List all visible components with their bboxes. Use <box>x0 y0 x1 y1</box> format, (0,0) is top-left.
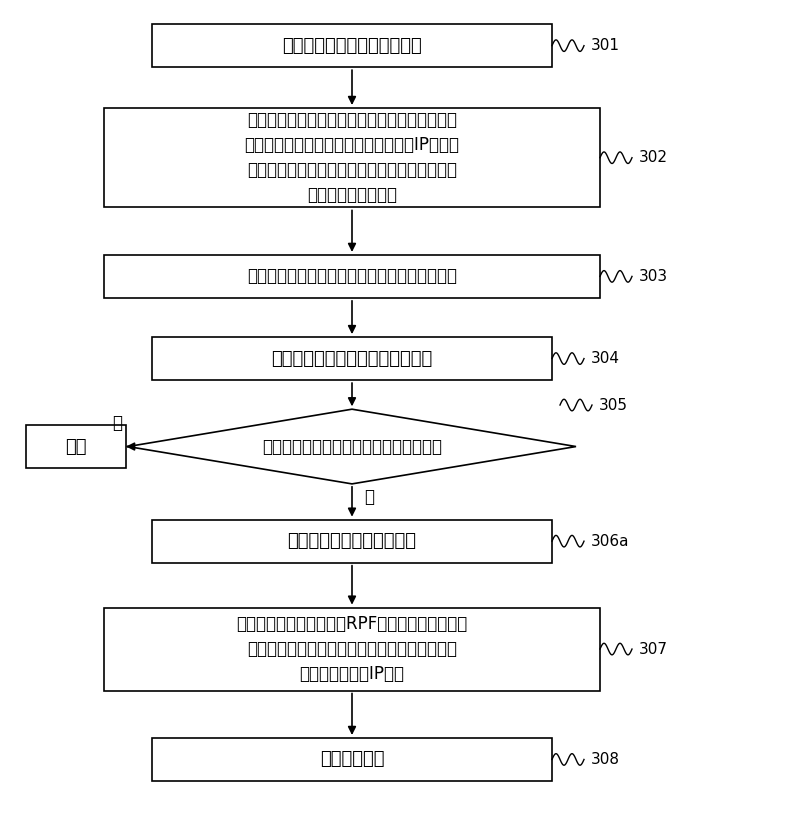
Bar <box>152 24 552 67</box>
Bar <box>152 337 552 380</box>
Bar <box>104 255 600 298</box>
Text: 结束: 结束 <box>66 437 86 456</box>
Bar <box>104 108 600 208</box>
Text: 302: 302 <box>638 150 667 165</box>
Text: 接收来自管理节点的查询报文: 接收来自管理节点的查询报文 <box>282 37 422 55</box>
Text: 301: 301 <box>590 38 619 53</box>
Bar <box>104 608 600 691</box>
Text: 303: 303 <box>638 269 667 284</box>
Text: 304: 304 <box>590 351 619 366</box>
Bar <box>26 425 126 468</box>
Text: 将查询报文中的跳数值加一: 将查询报文中的跳数值加一 <box>287 532 417 550</box>
Text: 中间节点向管理节点发送响应报文: 中间节点向管理节点发送响应报文 <box>271 349 433 368</box>
Text: 发送查询报文: 发送查询报文 <box>320 750 384 769</box>
Text: 根据组播源地址在预存的RPF表中查询获取指向组
播源的邻居接口地址，并将邻居接口地址设置为
查询报文的目的IP地址: 根据组播源地址在预存的RPF表中查询获取指向组 播源的邻居接口地址，并将邻居接口… <box>236 615 468 683</box>
Bar <box>152 520 552 563</box>
Polygon shape <box>128 409 576 484</box>
Text: 组播源地址是否为本机直连网络主机地址: 组播源地址是否为本机直连网络主机地址 <box>262 437 442 456</box>
Text: 根据查询报文设置响应报文跳数字段中的跳数值: 根据查询报文设置响应报文跳数字段中的跳数值 <box>247 267 457 286</box>
Text: 308: 308 <box>590 752 619 767</box>
Text: 是: 是 <box>112 413 122 432</box>
Text: 否: 否 <box>364 488 374 506</box>
Text: 307: 307 <box>638 642 667 657</box>
Text: 306a: 306a <box>590 534 629 549</box>
Bar <box>152 738 552 781</box>
Text: 形成响应报文，将从查询报文管理地址字段中解
析到的管理地址设置为响应报文的目的IP地址，
将本机接收查询报文的接口地址设置在响应报文
的组播源地址字段中: 形成响应报文，将从查询报文管理地址字段中解 析到的管理地址设置为响应报文的目的I… <box>245 111 459 204</box>
Text: 305: 305 <box>598 398 627 413</box>
